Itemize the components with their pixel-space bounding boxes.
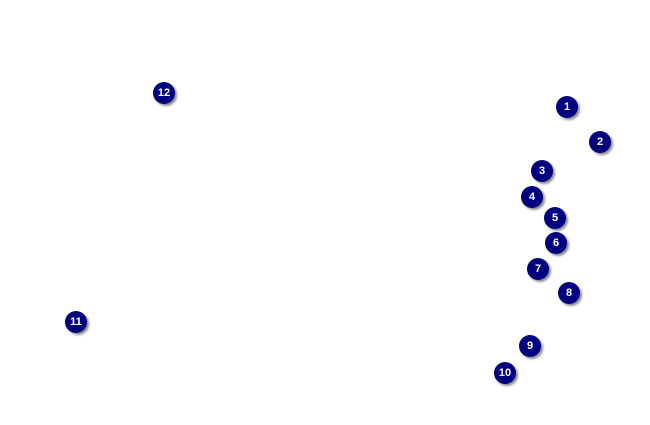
map-marker-7[interactable]: 7 [527,258,549,280]
map-marker-8[interactable]: 8 [558,282,580,304]
map-marker-1[interactable]: 1 [556,96,578,118]
map-marker-2[interactable]: 2 [589,131,611,153]
map-marker-9[interactable]: 9 [519,335,541,357]
map-marker-5[interactable]: 5 [544,207,566,229]
map-marker-4[interactable]: 4 [521,186,543,208]
map-marker-12[interactable]: 12 [153,82,175,104]
map-marker-10[interactable]: 10 [494,362,516,384]
map-marker-6[interactable]: 6 [545,232,567,254]
map-marker-3[interactable]: 3 [531,160,553,182]
map-marker-11[interactable]: 11 [65,311,87,333]
